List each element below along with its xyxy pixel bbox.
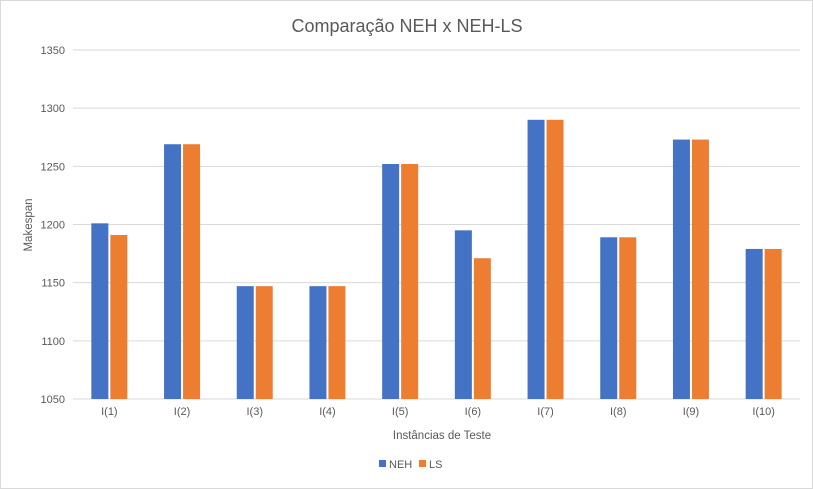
legend-label-ls: LS bbox=[429, 459, 442, 471]
x-axis-title: Instâncias de Teste bbox=[393, 430, 491, 442]
x-axis-ticks: I(1) I(2) I(3) I(4) I(5) I(6) I(7) I(8) I(9) I(10… bbox=[101, 406, 775, 418]
legend-swatch-neh bbox=[379, 460, 386, 467]
legend-label-neh: NEH bbox=[389, 459, 412, 471]
x-tick-label: I(3) bbox=[247, 406, 264, 418]
x-tick-label: I(2) bbox=[174, 406, 191, 418]
y-axis-title: Makespan bbox=[23, 198, 35, 251]
bars bbox=[91, 119, 782, 400]
bar-neh-8 bbox=[600, 237, 618, 399]
y-tick-label: 1100 bbox=[41, 336, 65, 348]
y-axis-ticks: 1050 1100 1150 1200 1250 1300 1350 bbox=[41, 45, 65, 406]
bar-ls-7 bbox=[546, 119, 564, 400]
bar-neh-4 bbox=[309, 286, 327, 399]
bar-neh-10 bbox=[745, 248, 763, 399]
bar-neh-3 bbox=[236, 286, 254, 399]
chart-title: Comparação NEH x NEH-LS bbox=[291, 16, 522, 36]
gridlines bbox=[73, 49, 800, 400]
x-tick-label: I(4) bbox=[319, 406, 336, 418]
bar-ls-4 bbox=[328, 286, 346, 399]
bar-ls-3 bbox=[255, 286, 273, 399]
x-tick-label: I(10) bbox=[752, 406, 775, 418]
x-tick-label: I(8) bbox=[610, 406, 627, 418]
bar-ls-5 bbox=[401, 164, 419, 399]
bar-neh-9 bbox=[672, 139, 690, 399]
x-tick-label: I(5) bbox=[392, 406, 409, 418]
bar-neh-5 bbox=[382, 164, 400, 399]
bar-neh-7 bbox=[527, 119, 545, 400]
bar-neh-2 bbox=[164, 144, 182, 399]
bar-ls-1 bbox=[110, 234, 128, 399]
bar-ls-2 bbox=[183, 144, 201, 399]
x-tick-label: I(7) bbox=[537, 406, 554, 418]
bar-ls-9 bbox=[691, 139, 709, 399]
y-tick-label: 1050 bbox=[41, 394, 65, 406]
bar-ls-10 bbox=[764, 248, 782, 399]
bar-ls-6 bbox=[473, 258, 491, 399]
bar-ls-8 bbox=[619, 237, 637, 399]
x-tick-label: I(6) bbox=[465, 406, 482, 418]
y-tick-label: 1200 bbox=[41, 220, 65, 232]
x-tick-label: I(9) bbox=[683, 406, 700, 418]
y-tick-label: 1150 bbox=[41, 278, 65, 290]
legend-swatch-ls bbox=[419, 460, 426, 467]
y-tick-label: 1300 bbox=[41, 103, 65, 115]
x-tick-label: I(1) bbox=[101, 406, 118, 418]
legend: NEH LS bbox=[379, 459, 442, 471]
y-tick-label: 1350 bbox=[41, 45, 65, 57]
y-tick-label: 1250 bbox=[41, 161, 65, 173]
bar-neh-6 bbox=[454, 230, 472, 399]
bar-neh-1 bbox=[91, 223, 109, 399]
